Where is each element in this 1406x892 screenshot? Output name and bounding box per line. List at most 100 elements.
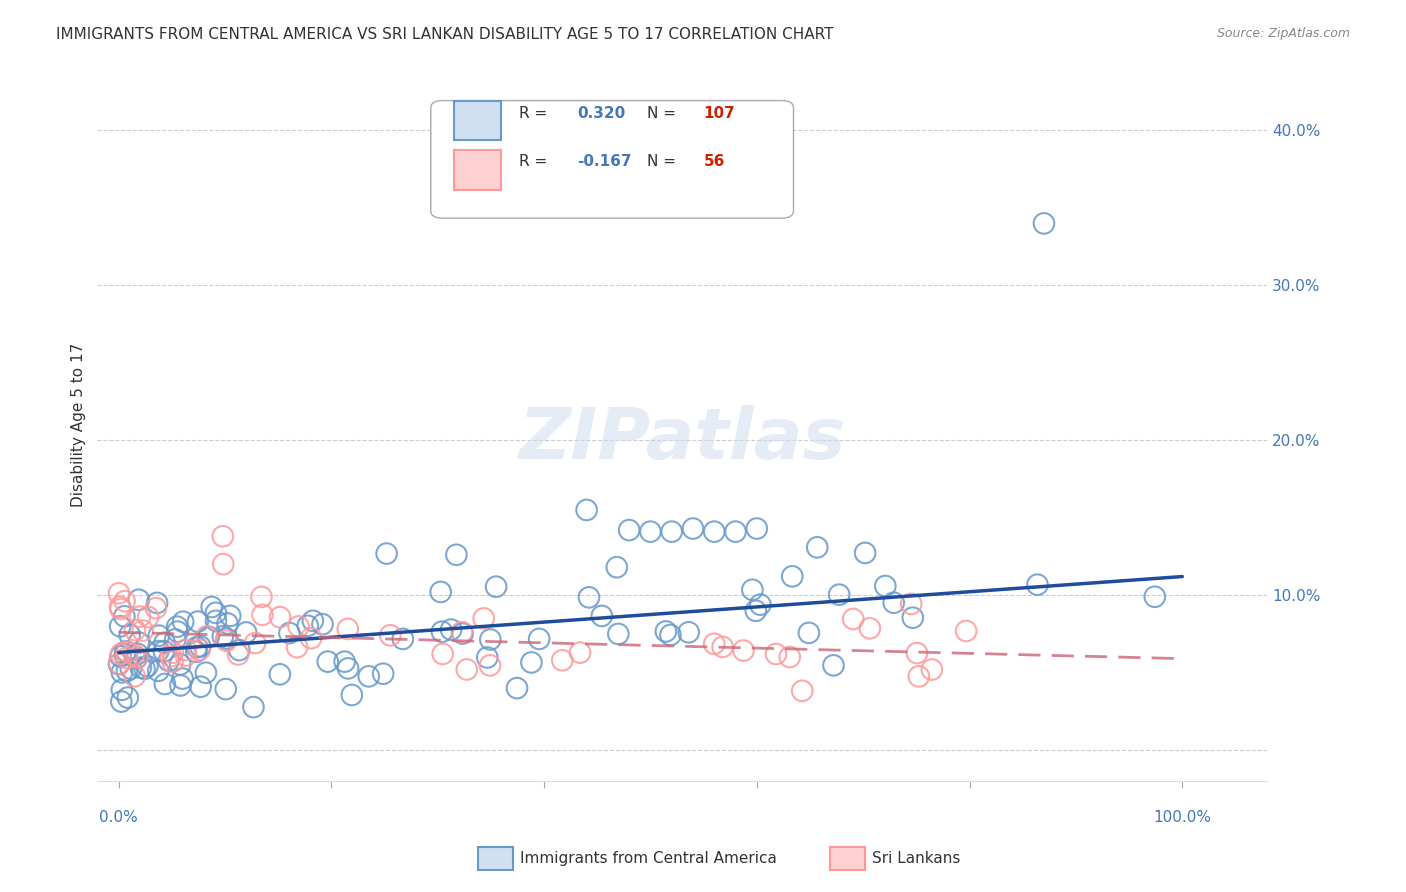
FancyBboxPatch shape: [454, 151, 501, 190]
Point: [440, 623, 463, 637]
Point: [128, 635, 150, 649]
Point: [188, 640, 211, 654]
Point: [779, 650, 801, 665]
Point: [823, 658, 845, 673]
Point: [955, 624, 977, 638]
Point: [682, 522, 704, 536]
Point: [905, 646, 928, 660]
Point: [145, 601, 167, 615]
Point: [117, 690, 139, 705]
Point: [575, 503, 598, 517]
Point: [606, 560, 628, 574]
Point: [242, 700, 264, 714]
Point: [527, 632, 550, 646]
Point: [859, 621, 882, 635]
Point: [741, 582, 763, 597]
Point: [146, 596, 169, 610]
Point: [299, 632, 322, 646]
Point: [883, 596, 905, 610]
Point: [169, 678, 191, 692]
Point: [278, 626, 301, 640]
Point: [478, 658, 501, 673]
Point: [1033, 216, 1056, 230]
Text: N =: N =: [647, 154, 681, 169]
Point: [655, 624, 678, 639]
Point: [115, 644, 138, 658]
Point: [640, 524, 662, 539]
Point: [157, 654, 180, 668]
Point: [226, 648, 249, 662]
Point: [132, 624, 155, 638]
Point: [215, 682, 238, 697]
Point: [112, 609, 135, 624]
Point: [195, 629, 218, 643]
Point: [907, 669, 929, 683]
Point: [297, 619, 319, 633]
Point: [724, 524, 747, 539]
Text: Sri Lankans: Sri Lankans: [872, 852, 960, 866]
Point: [114, 648, 136, 662]
Point: [115, 645, 138, 659]
Point: [243, 636, 266, 650]
Point: [115, 651, 138, 665]
Point: [703, 524, 725, 539]
Point: [217, 616, 239, 631]
Point: [340, 688, 363, 702]
Point: [711, 640, 734, 654]
Point: [269, 667, 291, 681]
Text: N =: N =: [647, 105, 681, 120]
Point: [136, 610, 159, 624]
Point: [252, 607, 274, 622]
Point: [432, 647, 454, 661]
Point: [153, 644, 176, 658]
Point: [108, 599, 131, 614]
Point: [166, 624, 188, 639]
Point: [127, 647, 149, 661]
FancyBboxPatch shape: [430, 101, 793, 219]
Point: [901, 611, 924, 625]
Point: [703, 637, 725, 651]
Y-axis label: Disability Age 5 to 17: Disability Age 5 to 17: [72, 343, 86, 507]
Point: [215, 632, 238, 646]
Point: [187, 615, 209, 629]
Point: [194, 665, 217, 680]
Point: [162, 646, 184, 660]
Text: 0.320: 0.320: [576, 105, 626, 120]
Point: [875, 579, 897, 593]
Point: [745, 522, 768, 536]
Point: [110, 695, 132, 709]
Point: [108, 657, 131, 672]
Point: [485, 580, 508, 594]
Point: [302, 614, 325, 628]
Point: [115, 664, 138, 678]
Point: [228, 643, 250, 657]
Point: [828, 588, 851, 602]
Text: 107: 107: [703, 105, 735, 120]
Point: [153, 677, 176, 691]
Point: [166, 620, 188, 634]
Text: Source: ZipAtlas.com: Source: ZipAtlas.com: [1216, 27, 1350, 40]
Point: [479, 632, 502, 647]
Point: [186, 645, 208, 659]
Point: [108, 586, 131, 600]
Point: [607, 627, 630, 641]
Point: [188, 643, 211, 657]
Text: 56: 56: [703, 154, 724, 169]
Point: [148, 664, 170, 678]
Point: [197, 630, 219, 644]
Point: [287, 619, 309, 633]
Point: [129, 609, 152, 624]
Text: Immigrants from Central America: Immigrants from Central America: [520, 852, 778, 866]
Point: [391, 632, 413, 646]
Point: [456, 663, 478, 677]
Point: [792, 683, 814, 698]
Point: [900, 597, 922, 611]
Point: [451, 626, 474, 640]
Point: [659, 628, 682, 642]
Point: [569, 646, 592, 660]
Point: [429, 585, 451, 599]
Point: [333, 655, 356, 669]
Point: [215, 633, 238, 648]
Point: [136, 659, 159, 673]
Point: [159, 649, 181, 664]
